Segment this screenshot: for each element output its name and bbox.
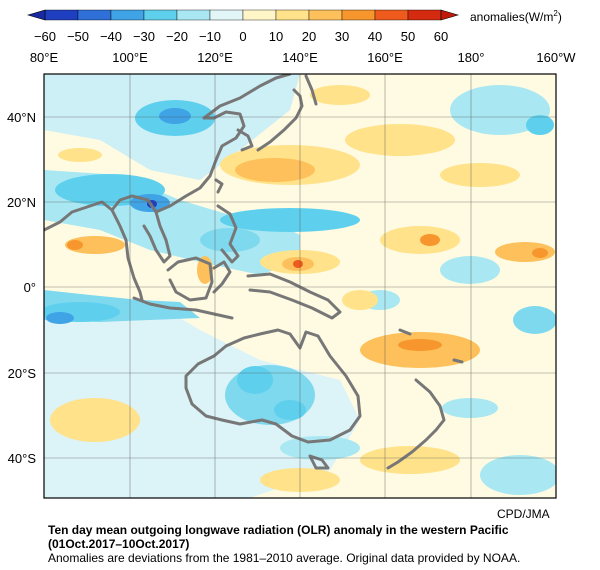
colorbar-right-arrow: [440, 9, 460, 21]
lon-label: 100°E: [112, 50, 148, 65]
lon-label: 160°E: [367, 50, 403, 65]
map-frame: [43, 73, 557, 499]
colorbar-swatch: [44, 9, 79, 21]
caption-note: Anomalies are deviations from the 1981–2…: [48, 551, 521, 565]
lat-label: 40°N: [7, 110, 36, 125]
map-panel: [44, 74, 556, 498]
colorbar-swatches: [44, 9, 442, 21]
colorbar-swatch: [308, 9, 343, 21]
colorbar-swatch: [209, 9, 244, 21]
lat-label: 20°N: [7, 195, 36, 210]
lon-label: 140°E: [282, 50, 318, 65]
colorbar-tick-label: 50: [401, 29, 415, 44]
credit-label: CPD/JMA: [497, 507, 550, 521]
lon-label: 80°E: [30, 50, 59, 65]
colorbar-left-arrow: [26, 9, 46, 21]
colorbar-tick-label: 60: [434, 29, 448, 44]
colorbar-tick-label: −60: [34, 29, 56, 44]
graticule: [44, 74, 556, 498]
longitude-labels: 80°E 100°E 120°E 140°E 160°E 180° 160°W: [30, 50, 576, 65]
colorbar-swatch: [176, 9, 211, 21]
caption-period: (01Oct.2017–10Oct.2017): [48, 537, 190, 551]
lat-label: 0°: [24, 280, 36, 295]
colorbar-swatch: [341, 9, 376, 21]
lon-label: 180°: [458, 50, 485, 65]
lon-label: 160°W: [536, 50, 576, 65]
colorbar-tick-label: −50: [67, 29, 89, 44]
colorbar-tick-label: −30: [133, 29, 155, 44]
lat-label: 40°S: [8, 451, 37, 466]
colorbar-tick-label: 40: [368, 29, 382, 44]
colorbar-tick-label: −20: [166, 29, 188, 44]
colorbar-tick-label: 30: [335, 29, 349, 44]
colorbar-swatch: [275, 9, 310, 21]
lat-label: 20°S: [8, 366, 37, 381]
colorbar-tick-labels: −60 −50 −40 −30 −20 −10 0 10 20 30 40 50 60: [34, 29, 448, 44]
colorbar-tick-label: −10: [199, 29, 221, 44]
colorbar-tick-label: 20: [302, 29, 316, 44]
colorbar-swatch: [242, 9, 277, 21]
lon-label: 120°E: [197, 50, 233, 65]
colorbar-swatch: [374, 9, 409, 21]
colorbar-tick-label: −40: [100, 29, 122, 44]
colorbar-swatch: [407, 9, 442, 21]
colorbar-unit-label: anomalies(W/m2): [470, 9, 562, 24]
colorbar-swatch: [77, 9, 112, 21]
colorbar-tick-label: 0: [239, 29, 246, 44]
colorbar-swatch: [110, 9, 145, 21]
colorbar-tick-label: 10: [269, 29, 283, 44]
colorbar: −60 −50 −40 −30 −20 −10 0 10 20 30 40 50 60 anomalie…: [26, 9, 562, 44]
caption-title: Ten day mean outgoing longwave radiation…: [48, 523, 509, 537]
latitude-labels: 40°N 20°N 0° 20°S 40°S: [7, 110, 36, 466]
colorbar-swatch: [143, 9, 178, 21]
